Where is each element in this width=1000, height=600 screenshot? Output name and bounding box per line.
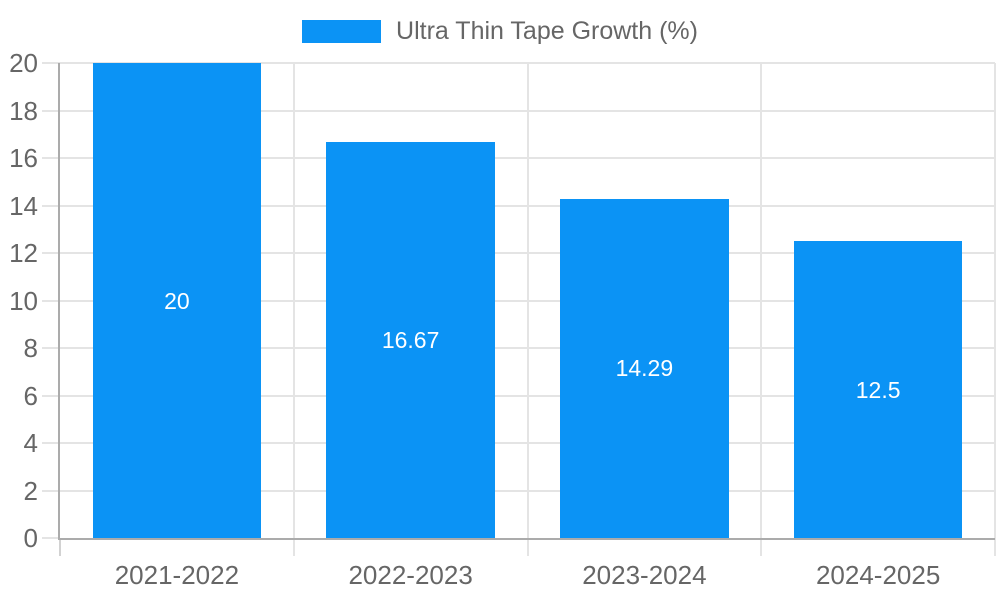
x-tick-mark: [994, 538, 996, 556]
y-tick-mark: [42, 252, 60, 254]
x-tick-mark: [760, 538, 763, 556]
x-gridline: [994, 63, 996, 538]
bar: [92, 63, 262, 538]
y-tick-mark: [42, 442, 60, 444]
x-tick-label: 2024-2025: [815, 560, 941, 590]
legend-item[interactable]: Ultra Thin Tape Growth (%): [0, 9, 1000, 53]
bar-value-label: 14.29: [615, 355, 674, 382]
bar-value-label: 16.67: [381, 327, 440, 354]
legend-swatch: [302, 19, 382, 43]
y-tick-label: 4: [23, 428, 38, 458]
x-tick-mark: [59, 538, 61, 556]
bar-value-label: 12.5: [855, 376, 901, 403]
x-tick-mark: [526, 538, 529, 556]
y-tick-mark: [42, 157, 60, 159]
y-tick-label: 16: [9, 143, 38, 173]
x-gridline: [292, 63, 295, 538]
bar: [560, 198, 729, 538]
x-tick-mark: [292, 538, 295, 556]
y-tick-label: 14: [9, 190, 38, 221]
y-tick-mark: [42, 109, 60, 112]
y-tick-label: 18: [9, 95, 38, 126]
x-tick-label: 2021-2022: [114, 560, 240, 590]
y-tick-mark: [42, 489, 60, 492]
y-tick-label: 0: [23, 523, 38, 553]
legend-label: Ultra Thin Tape Growth (%): [396, 16, 698, 45]
x-gridline: [760, 63, 763, 538]
y-tick-label: 10: [9, 285, 38, 316]
y-axis-line: [58, 63, 60, 540]
y-tick-mark: [42, 347, 60, 349]
x-tick-label: 2022-2023: [348, 560, 473, 590]
bar: [793, 241, 963, 538]
y-tick-label: 8: [23, 333, 38, 363]
y-tick-label: 20: [9, 48, 38, 78]
y-tick-label: 6: [23, 380, 38, 411]
x-tick-label: 2023-2024: [582, 560, 707, 590]
y-tick-label: 12: [9, 238, 38, 268]
y-tick-mark: [42, 299, 60, 302]
bar: [326, 142, 495, 538]
y-tick-label: 2: [23, 475, 38, 506]
y-tick-mark: [42, 537, 60, 539]
x-gridline: [526, 63, 529, 538]
y-tick-mark: [42, 204, 60, 207]
x-axis-line: [58, 538, 995, 540]
y-tick-mark: [42, 394, 60, 397]
y-tick-mark: [42, 62, 60, 64]
bar-value-label: 20: [164, 287, 190, 314]
